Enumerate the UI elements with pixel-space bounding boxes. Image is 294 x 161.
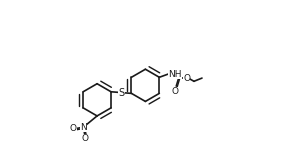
Text: NH: NH: [168, 70, 182, 79]
Text: O: O: [172, 87, 179, 96]
Text: O: O: [69, 124, 76, 133]
Text: O: O: [183, 74, 190, 83]
Text: S: S: [118, 88, 124, 98]
Text: N: N: [80, 123, 87, 132]
Text: O: O: [81, 134, 88, 143]
